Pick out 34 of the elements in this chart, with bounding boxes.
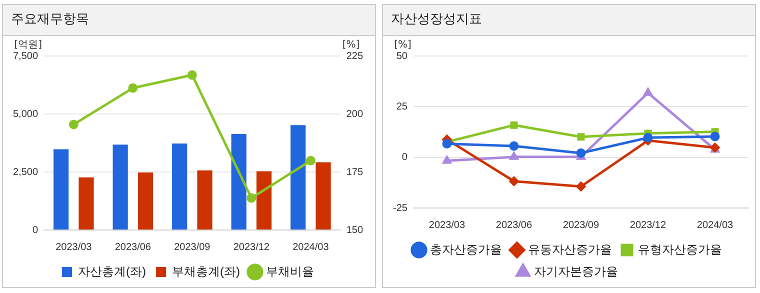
x-tick-label: 2023/06 xyxy=(114,242,152,253)
x-tick-label: 2023/12 xyxy=(630,220,666,231)
x-tick-label: 2023/12 xyxy=(233,242,270,253)
y-tick-label: 2,500 xyxy=(12,166,38,178)
x-tick-label: 2023/03 xyxy=(428,220,466,231)
legend-label: 부채비율 xyxy=(266,264,314,278)
chart-title: 주요재무항목 xyxy=(3,5,375,36)
y2-tick-label: 150 xyxy=(346,224,364,236)
x-tick-label: 2023/09 xyxy=(174,242,211,253)
x-tick-label: 2023/09 xyxy=(562,220,600,231)
y-tick-label: 50 xyxy=(396,50,408,62)
legend-label: 자기자본증가율 xyxy=(534,264,618,278)
legend-label: 유형자산증가율 xyxy=(638,242,722,256)
legend-label: 총자산증가율 xyxy=(430,242,502,256)
y2-tick-label: 175 xyxy=(346,166,364,178)
legend-label: 유동자산증가율 xyxy=(528,242,612,256)
y-tick-label: 7,500 xyxy=(12,50,38,62)
y2-tick-label: 200 xyxy=(346,108,364,120)
y-tick-label: 25 xyxy=(396,101,408,112)
x-tick-label: 2024/03 xyxy=(696,220,734,231)
y-tick-label: 5,000 xyxy=(12,108,38,120)
y-tick-label: -25 xyxy=(393,202,408,214)
y-tick-label: 0 xyxy=(402,152,408,164)
y2-axis-title: [%] xyxy=(342,40,360,51)
y-axis-title: [%] xyxy=(394,40,412,51)
chart-title: 자산성장성지표 xyxy=(383,5,755,36)
x-tick-label: 2023/06 xyxy=(496,220,532,231)
legend-label: 자산총계(좌) xyxy=(78,264,146,278)
x-tick-label: 2023/03 xyxy=(56,242,92,253)
legend-label: 부채총계(좌) xyxy=(172,264,240,278)
y-tick-label: 0 xyxy=(32,224,38,236)
x-tick-label: 2024/03 xyxy=(292,242,330,253)
y2-tick-label: 225 xyxy=(346,50,364,62)
y-axis-title: [억원] xyxy=(14,40,42,51)
